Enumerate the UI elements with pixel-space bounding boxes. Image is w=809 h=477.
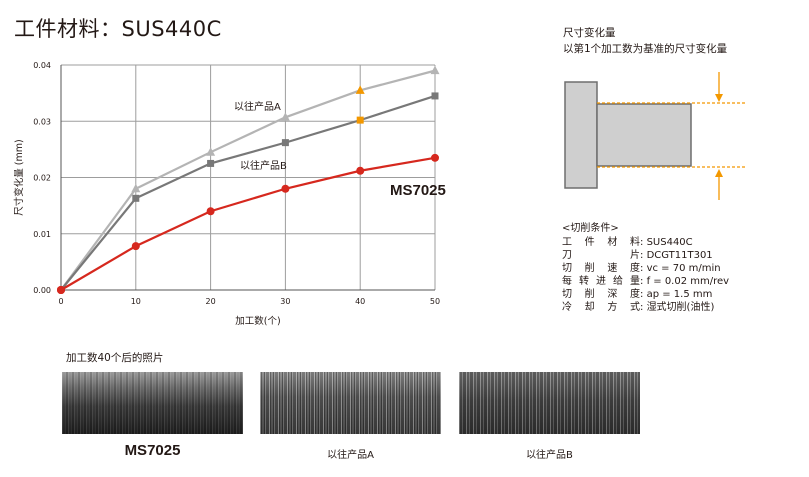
cutting-conditions-title: <切削条件> xyxy=(562,223,619,234)
chuck-shape xyxy=(564,81,598,189)
x-tick-label: 30 xyxy=(280,297,290,306)
data-point xyxy=(431,153,439,162)
series-line xyxy=(60,156,436,291)
condition-key: 每转进给量 xyxy=(562,276,640,287)
x-tick-label: 20 xyxy=(206,297,216,306)
y-tick-label: 0.01 xyxy=(33,230,51,239)
data-point xyxy=(356,166,365,175)
x-tick-label: 50 xyxy=(430,297,440,306)
condition-row: 刀片: DCGT11T301 xyxy=(562,246,713,261)
condition-value: 湿式切削(油性) xyxy=(646,302,715,313)
condition-colon: : xyxy=(640,289,644,300)
condition-value: DCGT11T301 xyxy=(646,250,713,261)
photo-caption-product-a: 以往产品A xyxy=(327,450,374,461)
dimension-change-heading: 尺寸变化量 xyxy=(563,27,616,39)
photo-caption-ms7025: MS7025 xyxy=(124,442,181,459)
dimension-change-description: 以第1个加工数为基准的尺寸变化量 xyxy=(563,43,728,55)
data-point xyxy=(431,92,439,100)
condition-row: 切削深度: ap = 1.5 mm xyxy=(562,285,712,300)
data-point xyxy=(131,183,141,193)
condition-key: 工件材料 xyxy=(562,237,640,248)
x-tick-label: 40 xyxy=(355,297,365,306)
condition-colon: : xyxy=(640,302,644,313)
photo-ms7025 xyxy=(62,372,243,434)
workpiece-diagram xyxy=(564,72,747,200)
y-axis-label: 尺寸变化量 (mm) xyxy=(13,139,25,215)
y-tick-label: 0.02 xyxy=(33,174,51,183)
condition-row: 工件材料: SUS440C xyxy=(562,233,693,248)
data-point xyxy=(280,112,290,121)
condition-key: 切削深度 xyxy=(562,289,640,300)
condition-key: 切削速度 xyxy=(562,263,640,274)
data-point xyxy=(132,194,140,202)
series-label-ms7025: MS7025 xyxy=(390,182,446,199)
data-point xyxy=(57,286,65,294)
condition-value: ap = 1.5 mm xyxy=(646,289,713,300)
dimension-change-line-chart: 0 10 20 30 40 50 0.00 0.01 0.02 0.03 0.04 以往产品A 以往… xyxy=(13,61,446,327)
data-point xyxy=(131,242,140,251)
photos-title: 加工数40个后的照片 xyxy=(66,352,164,364)
data-point xyxy=(206,207,215,216)
condition-key: 冷却方式 xyxy=(562,302,640,313)
page-title: 工件材料：SUS440C xyxy=(14,17,222,41)
condition-row: 切削速度: vc = 70 m/min xyxy=(562,259,721,274)
condition-colon: : xyxy=(640,263,644,274)
condition-colon: : xyxy=(640,250,644,261)
condition-key: 刀片 xyxy=(562,250,640,261)
data-point xyxy=(355,85,365,94)
data-point xyxy=(281,139,289,147)
workpiece-shape xyxy=(596,103,692,167)
condition-row: 每转进给量: f = 0.02 mm/rev xyxy=(562,272,729,287)
series-line xyxy=(60,69,436,291)
y-tick-label: 0.00 xyxy=(33,286,51,295)
photo-product-a xyxy=(260,372,441,434)
photo-caption-product-b: 以往产品B xyxy=(526,450,573,461)
down-arrow-icon xyxy=(715,94,723,102)
data-point xyxy=(207,159,215,167)
condition-colon: : xyxy=(640,276,644,287)
condition-value: SUS440C xyxy=(646,237,693,248)
photo-product-b xyxy=(459,372,640,434)
chart-axes: 0 10 20 30 40 50 0.00 0.01 0.02 0.03 0.04 xyxy=(33,61,440,306)
up-arrow-icon xyxy=(715,169,723,177)
x-tick-label: 10 xyxy=(131,297,141,306)
condition-value: f = 0.02 mm/rev xyxy=(646,276,730,287)
condition-value: vc = 70 m/min xyxy=(646,263,721,274)
series-line xyxy=(60,94,436,291)
series-label-a: 以往产品A xyxy=(234,100,281,113)
data-point xyxy=(206,147,216,156)
condition-colon: : xyxy=(640,237,644,248)
data-point xyxy=(356,116,364,124)
condition-row: 冷却方式: 湿式切削(油性) xyxy=(562,298,714,313)
series-label-b: 以往产品B xyxy=(240,159,287,172)
data-point xyxy=(430,65,440,75)
y-tick-label: 0.04 xyxy=(33,61,51,70)
x-axis-label: 加工数(个) xyxy=(235,315,280,327)
chart-series xyxy=(57,65,440,294)
data-point xyxy=(281,184,290,193)
x-tick-label: 0 xyxy=(58,297,63,306)
y-tick-label: 0.03 xyxy=(33,117,51,126)
